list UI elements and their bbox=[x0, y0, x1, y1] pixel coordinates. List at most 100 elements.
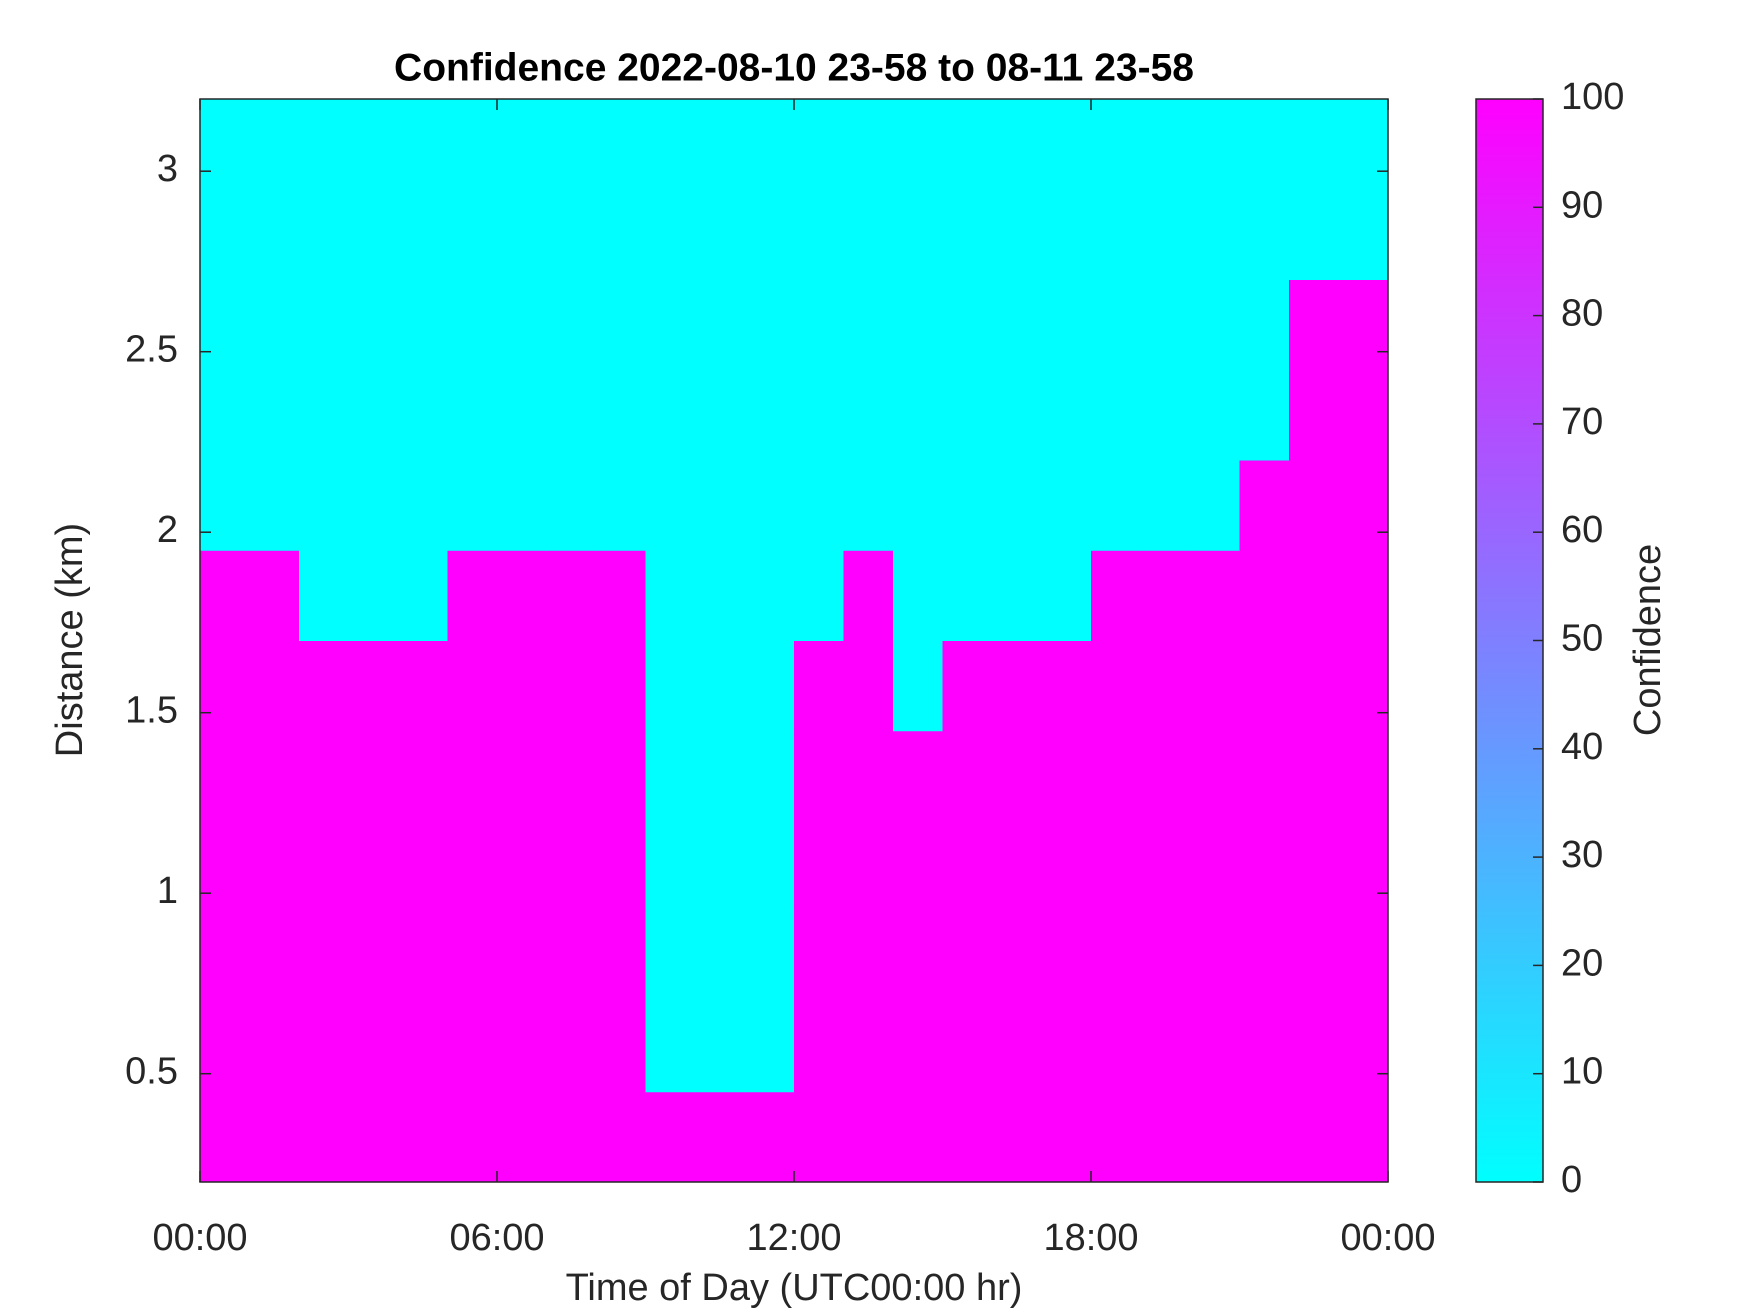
heatmap-cell bbox=[843, 1091, 894, 1183]
heatmap-cell bbox=[992, 911, 1042, 1002]
heatmap-cell bbox=[200, 369, 250, 461]
heatmap bbox=[200, 99, 1389, 1183]
heatmap-cell bbox=[1289, 369, 1339, 461]
heatmap-cell bbox=[1289, 99, 1339, 190]
heatmap-cell bbox=[843, 730, 894, 822]
heatmap-cell bbox=[447, 730, 498, 822]
heatmap-cell bbox=[1041, 640, 1092, 732]
heatmap-cell bbox=[200, 1091, 250, 1183]
heatmap-cell bbox=[1140, 911, 1191, 1002]
heatmap-cell bbox=[843, 911, 894, 1002]
heatmap-cell bbox=[645, 189, 696, 280]
heatmap-cell bbox=[794, 1091, 844, 1183]
heatmap-cell bbox=[1041, 821, 1092, 912]
heatmap-cell bbox=[1338, 911, 1389, 1002]
heatmap-cell bbox=[398, 279, 448, 371]
heatmap-cell bbox=[744, 550, 795, 641]
heatmap-cell bbox=[645, 1001, 696, 1093]
heatmap-cell bbox=[1091, 911, 1141, 1002]
colorbar-tick-label: 40 bbox=[1561, 726, 1603, 768]
heatmap-cell bbox=[992, 550, 1042, 641]
heatmap-cell bbox=[1190, 99, 1240, 190]
heatmap-cell bbox=[249, 189, 300, 280]
heatmap-cell bbox=[447, 279, 498, 371]
heatmap-cell bbox=[1239, 911, 1290, 1002]
heatmap-cell bbox=[398, 550, 448, 641]
y-axis-label: Distance (km) bbox=[49, 523, 91, 757]
heatmap-cell bbox=[1289, 821, 1339, 912]
colorbar-tick-label: 80 bbox=[1561, 293, 1603, 335]
heatmap-cell bbox=[1239, 730, 1290, 822]
heatmap-cell bbox=[695, 1091, 745, 1183]
heatmap-cell bbox=[695, 550, 745, 641]
heatmap-cell bbox=[794, 911, 844, 1002]
heatmap-cell bbox=[1091, 99, 1141, 190]
heatmap-cell bbox=[794, 369, 844, 461]
heatmap-cell bbox=[596, 911, 646, 1002]
heatmap-cell bbox=[398, 911, 448, 1002]
y-tick-label: 3 bbox=[157, 148, 178, 190]
heatmap-cell bbox=[1091, 189, 1141, 280]
heatmap-cell bbox=[1239, 99, 1290, 190]
heatmap-cell bbox=[497, 1001, 547, 1093]
heatmap-cell bbox=[398, 640, 448, 732]
heatmap-cell bbox=[1041, 1091, 1092, 1183]
heatmap-cell bbox=[942, 369, 993, 461]
heatmap-cell bbox=[596, 460, 646, 551]
heatmap-cell bbox=[299, 279, 349, 371]
colorbar-tick-label: 30 bbox=[1561, 834, 1603, 876]
colorbar-tick-label: 90 bbox=[1561, 184, 1603, 226]
heatmap-cell bbox=[1140, 460, 1191, 551]
heatmap-cell bbox=[893, 189, 943, 280]
heatmap-cell bbox=[645, 730, 696, 822]
heatmap-cell bbox=[794, 550, 844, 641]
heatmap-cell bbox=[200, 640, 250, 732]
heatmap-cell bbox=[447, 640, 498, 732]
x-tick-label: 06:00 bbox=[449, 1217, 544, 1259]
heatmap-cell bbox=[695, 640, 745, 732]
heatmap-cell bbox=[596, 821, 646, 912]
heatmap-cell bbox=[596, 279, 646, 371]
heatmap-cell bbox=[1190, 821, 1240, 912]
heatmap-cell bbox=[200, 460, 250, 551]
heatmap-cell bbox=[299, 640, 349, 732]
heatmap-cell bbox=[744, 369, 795, 461]
heatmap-cell bbox=[546, 1091, 597, 1183]
heatmap-cell bbox=[794, 640, 844, 732]
x-tick-label: 18:00 bbox=[1043, 1217, 1138, 1259]
heatmap-cell bbox=[942, 99, 993, 190]
heatmap-cell bbox=[546, 99, 597, 190]
heatmap-cell bbox=[299, 189, 349, 280]
heatmap-cell bbox=[992, 369, 1042, 461]
heatmap-cell bbox=[546, 911, 597, 1002]
heatmap-cell bbox=[596, 1091, 646, 1183]
heatmap-cell bbox=[1140, 550, 1191, 641]
heatmap-cell bbox=[447, 911, 498, 1002]
heatmap-cell bbox=[348, 911, 399, 1002]
x-tick-label: 00:00 bbox=[1340, 1217, 1435, 1259]
heatmap-cell bbox=[299, 911, 349, 1002]
heatmap-cell bbox=[1041, 460, 1092, 551]
colorbar-tick-label: 0 bbox=[1561, 1159, 1582, 1201]
heatmap-cell bbox=[497, 730, 547, 822]
heatmap-cell bbox=[942, 911, 993, 1002]
heatmap-cell bbox=[447, 460, 498, 551]
heatmap-cell bbox=[1289, 911, 1339, 1002]
heatmap-cell bbox=[992, 1001, 1042, 1093]
heatmap-cell bbox=[348, 730, 399, 822]
heatmap-cell bbox=[249, 1091, 300, 1183]
heatmap-cell bbox=[546, 821, 597, 912]
heatmap-cell bbox=[1239, 460, 1290, 551]
heatmap-cell bbox=[695, 460, 745, 551]
heatmap-cell bbox=[348, 189, 399, 280]
heatmap-cell bbox=[744, 911, 795, 1002]
heatmap-cell bbox=[843, 99, 894, 190]
x-tick-label: 12:00 bbox=[746, 1217, 841, 1259]
heatmap-cell bbox=[1338, 730, 1389, 822]
heatmap-cell bbox=[546, 189, 597, 280]
heatmap-cell bbox=[596, 550, 646, 641]
colorbar-tick-label: 50 bbox=[1561, 618, 1603, 660]
heatmap-cell bbox=[695, 99, 745, 190]
heatmap-cell bbox=[1140, 99, 1191, 190]
heatmap-cell bbox=[497, 821, 547, 912]
